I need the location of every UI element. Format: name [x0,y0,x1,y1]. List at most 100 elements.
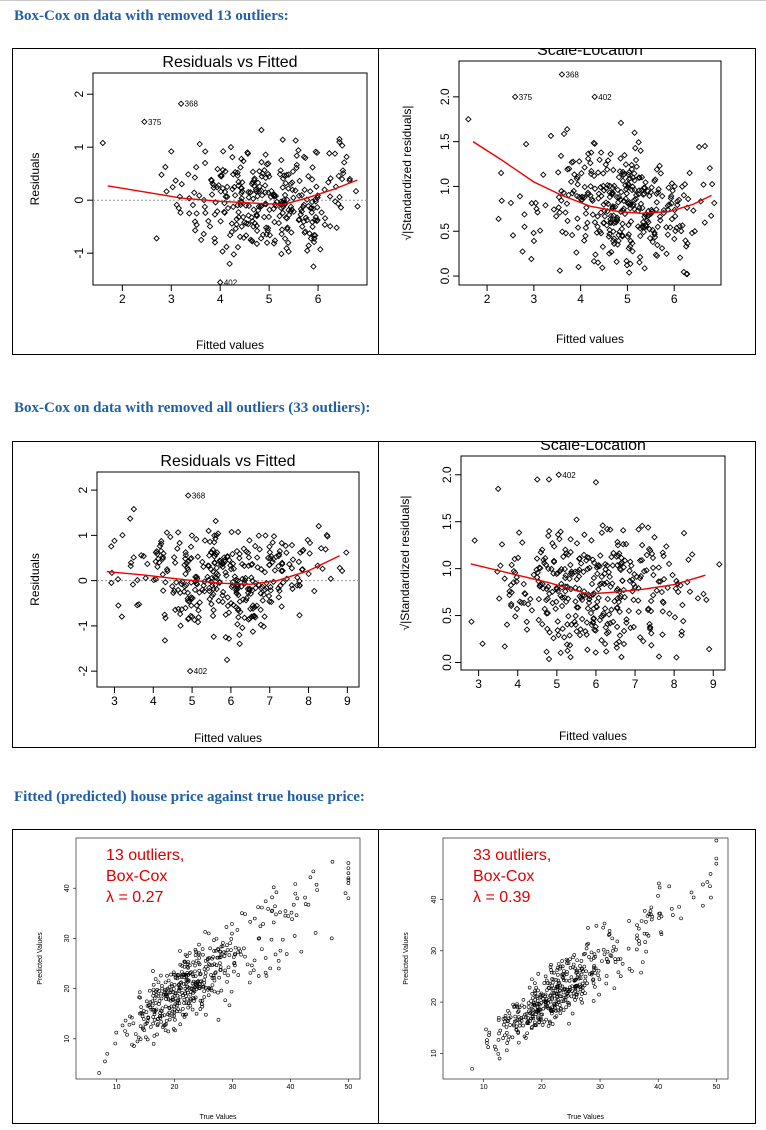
data-point [327,575,335,582]
data-point [269,937,274,942]
data-point [262,532,269,539]
data-point [158,1014,162,1019]
data-point [151,982,156,987]
data-point [308,204,315,212]
data-point [657,881,661,886]
data-point [654,241,661,249]
data-point [259,583,266,591]
annotation-text: Box-Cox [473,868,534,885]
data-point [515,1018,520,1022]
data-point [555,1002,559,1006]
data-point [256,546,263,553]
data-point [530,1014,535,1019]
data-point [582,983,587,988]
data-point [484,1027,488,1032]
data-point [224,594,231,601]
data-point [580,992,584,996]
data-point [190,189,198,196]
data-point [575,573,583,580]
data-point [241,562,248,570]
data-point [581,164,588,171]
data-point [228,528,235,536]
data-point [671,235,678,243]
data-point [561,990,566,995]
data-point [300,201,308,209]
outlier-point [558,71,566,78]
data-point [602,566,609,573]
data-point [567,1003,571,1007]
data-point [625,245,633,252]
data-point [496,1038,501,1042]
data-point [565,961,569,965]
data-point [553,1015,557,1020]
data-point [293,164,300,172]
data-point [579,997,583,1001]
data-point [186,1005,190,1010]
data-point [622,161,630,168]
data-point [545,527,553,535]
x-tick-label: 8 [305,694,312,708]
data-point [637,232,644,240]
x-tick-label: 6 [315,292,322,306]
data-point [221,941,225,945]
data-point [599,264,606,271]
data-point [202,989,206,994]
data-point [641,224,648,231]
data-point [625,221,632,229]
data-point [630,969,634,973]
data-point [194,984,199,988]
data-point [137,552,145,559]
data-point [620,197,628,205]
data-point [565,612,572,620]
data-point [530,977,534,982]
data-point [644,920,648,924]
data-point [564,647,571,654]
data-point [282,179,289,187]
data-point [177,975,182,979]
x-axis-label: Fitted values [559,729,627,743]
data-point [141,1017,146,1021]
data-point [582,952,586,957]
data-point [524,1015,528,1020]
data-point [208,582,216,589]
data-point [506,588,513,595]
data-point [200,947,205,951]
data-point [507,600,515,608]
data-point [564,217,571,225]
data-point [243,912,247,916]
data-point [265,189,272,196]
data-point [168,990,173,994]
data-point [230,931,234,936]
data-point [590,978,595,982]
data-point [550,634,557,642]
data-point [203,930,207,934]
data-point [507,1016,511,1021]
x-tick-label: 3 [531,292,538,306]
data-point [557,1003,562,1007]
data-point [705,880,710,884]
data-point [162,988,167,992]
data-point [130,554,137,561]
data-point [331,150,339,157]
data-point [567,178,575,186]
data-point [598,637,605,644]
data-point [135,601,143,608]
data-point [152,1007,157,1012]
data-point [495,215,502,223]
data-point [288,179,296,186]
data-point [240,157,247,165]
data-point [151,969,155,973]
data-point [211,532,218,539]
data-point [636,225,644,232]
data-point [288,564,296,572]
data-point [636,926,641,931]
data-point [604,200,612,208]
data-point [543,1005,548,1009]
data-point [618,957,623,961]
data-point [580,237,588,244]
data-point [657,170,665,177]
data-point [222,950,226,954]
data-point [268,553,275,560]
data-point [229,937,234,941]
data-point [156,542,164,550]
